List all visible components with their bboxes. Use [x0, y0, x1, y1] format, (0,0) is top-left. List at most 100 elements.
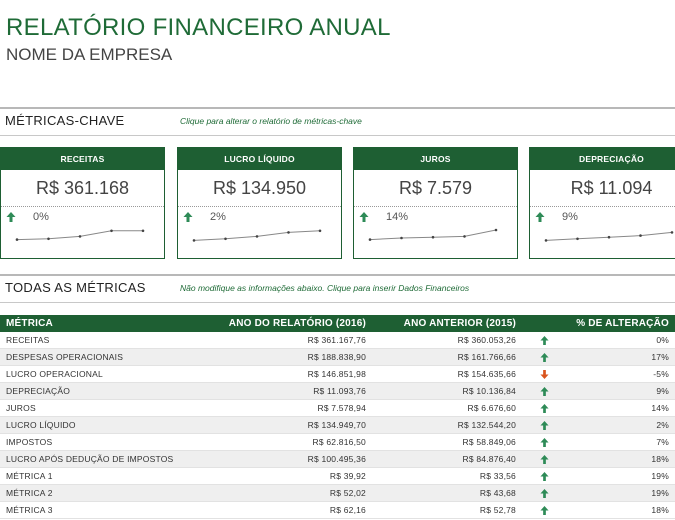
header-report-year: ANO DO RELATÓRIO (2016): [178, 315, 372, 332]
sparkline-point: [47, 237, 50, 241]
prior-year-value: R$ 360.053,26: [372, 332, 522, 349]
kpi-card[interactable]: DEPRECIAÇÃO R$ 11.094 9%: [529, 147, 675, 259]
header-change: % DE ALTERAÇÃO: [567, 315, 675, 332]
prior-year-value: R$ 6.676,60: [372, 399, 522, 417]
kpi-sparkline: [15, 229, 145, 241]
sparkline-point: [607, 235, 611, 239]
kpi-card-change: 14%: [386, 211, 409, 223]
table-row[interactable]: IMPOSTOS R$ 62.816,50 R$ 58.849,06 7%: [0, 433, 675, 451]
trend-cell: [522, 484, 567, 502]
trend-cell: [522, 416, 567, 434]
table-row[interactable]: MÉTRICA 2 R$ 52,02 R$ 43,68 19%: [0, 484, 675, 502]
header-trend: [522, 315, 567, 332]
key-metrics-section-header: MÉTRICAS-CHAVE Clique para alterar o rel…: [0, 107, 675, 136]
trend-cell: [522, 382, 567, 400]
kpi-card[interactable]: JUROS R$ 7.579 14%: [353, 147, 518, 259]
sparkline-point: [141, 229, 145, 233]
table-header-row: MÉTRICA ANO DO RELATÓRIO (2016) ANO ANTE…: [0, 315, 675, 332]
table-row[interactable]: JUROS R$ 7.578,94 R$ 6.676,60 14%: [0, 399, 675, 417]
metric-name: IMPOSTOS: [0, 433, 178, 451]
sparkline-point: [670, 231, 674, 234]
kpi-card-value: R$ 7.579: [354, 170, 517, 207]
change-value: 7%: [567, 433, 675, 451]
sparkline-point: [224, 237, 227, 241]
sparkline-point: [494, 228, 498, 232]
report-year-value: R$ 188.838,90: [178, 348, 372, 366]
metric-name: MÉTRICA 3: [0, 501, 178, 519]
prior-year-value: R$ 10.136,84: [372, 382, 522, 400]
arrow-down-icon: [540, 370, 549, 380]
sparkline-point: [287, 231, 290, 234]
metrics-table: MÉTRICA ANO DO RELATÓRIO (2016) ANO ANTE…: [0, 315, 675, 519]
sparkline-point: [463, 235, 466, 238]
metric-name: JUROS: [0, 399, 178, 417]
arrow-up-icon: [540, 336, 549, 346]
arrow-up-icon: [540, 506, 549, 516]
report-year-value: R$ 52,02: [178, 484, 372, 502]
prior-year-value: R$ 52,78: [372, 501, 522, 519]
report-year-value: R$ 146.851,98: [178, 365, 372, 383]
change-value: -5%: [567, 365, 675, 383]
sparkline-point: [576, 237, 579, 241]
report-title: RELATÓRIO FINANCEIRO ANUAL: [6, 14, 391, 41]
all-metrics-section-header: TODAS AS MÉTRICAS Não modifique as infor…: [0, 274, 675, 303]
prior-year-value: R$ 84.876,40: [372, 450, 522, 468]
table-row[interactable]: DESPESAS OPERACIONAIS R$ 188.838,90 R$ 161…: [0, 348, 675, 366]
change-value: 0%: [567, 332, 675, 349]
sparkline-point: [431, 235, 435, 239]
table-row[interactable]: RECEITAS R$ 361.167,76 R$ 360.053,26 0%: [0, 332, 675, 349]
sparkline-point: [400, 236, 403, 240]
kpi-card[interactable]: RECEITAS R$ 361.168 0%: [0, 147, 165, 259]
header-metric: MÉTRICA: [0, 315, 178, 332]
trend-cell: [522, 501, 567, 519]
kpi-sparkline: [368, 228, 498, 241]
trend-cell: [522, 332, 567, 349]
table-row[interactable]: LUCRO OPERACIONAL R$ 146.851,98 R$ 154.635…: [0, 365, 675, 383]
all-metrics-label: TODAS AS MÉTRICAS: [5, 280, 146, 295]
kpi-sparkline: [544, 231, 674, 242]
sparkline-point: [639, 234, 642, 237]
table-row[interactable]: LUCRO APÓS DEDUÇÃO DE IMPOSTOS R$ 100.495…: [0, 450, 675, 468]
table-row[interactable]: LUCRO LÍQUIDO R$ 134.949,70 R$ 132.544,20 2…: [0, 416, 675, 434]
sparkline-point: [192, 239, 196, 242]
sparkline-point: [78, 235, 82, 238]
trend-cell: [522, 348, 567, 366]
kpi-card-title: DEPRECIAÇÃO: [530, 148, 675, 170]
change-value: 18%: [567, 450, 675, 468]
metric-name: LUCRO LÍQUIDO: [0, 416, 178, 434]
table-row[interactable]: MÉTRICA 3 R$ 62,16 R$ 52,78 18%: [0, 501, 675, 519]
prior-year-value: R$ 33,56: [372, 467, 522, 485]
trend-cell: [522, 433, 567, 451]
sparkline-point: [318, 229, 322, 233]
arrow-up-icon: [540, 404, 549, 414]
sparkline-point: [255, 235, 259, 238]
metric-name: MÉTRICA 2: [0, 484, 178, 502]
arrow-up-icon: [359, 212, 369, 222]
sparkline-point: [15, 238, 19, 241]
metric-name: LUCRO APÓS DEDUÇÃO DE IMPOSTOS: [0, 450, 178, 468]
kpi-card-change: 9%: [562, 211, 578, 223]
metric-name: RECEITAS: [0, 332, 178, 349]
metric-name: DEPRECIAÇÃO: [0, 382, 178, 400]
arrow-up-icon: [540, 489, 549, 499]
kpi-card-title: RECEITAS: [1, 148, 164, 170]
prior-year-value: R$ 154.635,66: [372, 365, 522, 383]
metric-name: DESPESAS OPERACIONAIS: [0, 348, 178, 366]
arrow-up-icon: [540, 455, 549, 465]
all-metrics-hint[interactable]: Não modifique as informações abaixo. Cli…: [180, 283, 470, 293]
prior-year-value: R$ 161.766,66: [372, 348, 522, 366]
kpi-sparkline: [192, 229, 322, 242]
change-value: 18%: [567, 501, 675, 519]
kpi-card[interactable]: LUCRO LÍQUIDO R$ 134.950 2%: [177, 147, 342, 259]
arrow-up-icon: [183, 212, 193, 222]
kpi-card-value: R$ 361.168: [1, 170, 164, 207]
key-metrics-hint[interactable]: Clique para alterar o relatório de métri…: [180, 116, 362, 126]
table-row[interactable]: DEPRECIAÇÃO R$ 11.093,76 R$ 10.136,84 9%: [0, 382, 675, 400]
kpi-card-value: R$ 134.950: [178, 170, 341, 207]
report-year-value: R$ 39,92: [178, 467, 372, 485]
change-value: 19%: [567, 467, 675, 485]
table-row[interactable]: MÉTRICA 1 R$ 39,92 R$ 33,56 19%: [0, 467, 675, 485]
change-value: 19%: [567, 484, 675, 502]
arrow-up-icon: [535, 212, 545, 222]
company-name[interactable]: NOME DA EMPRESA: [6, 45, 173, 64]
